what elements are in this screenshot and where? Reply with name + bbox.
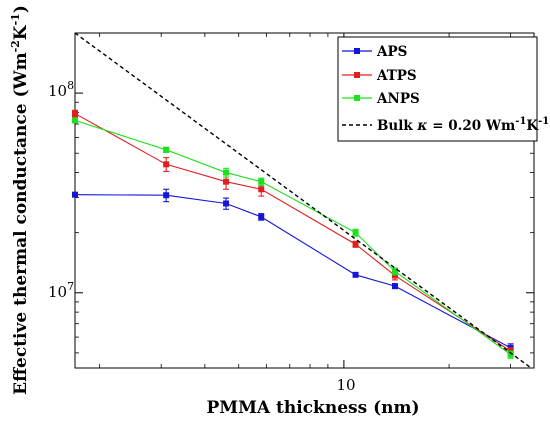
point-anps-3 bbox=[258, 178, 265, 185]
legend-label-atps: ATPS bbox=[376, 68, 417, 84]
legend-entry-bulk: Bulk κ = 0.20 Wm-1K-1 bbox=[342, 116, 549, 134]
point-anps-4 bbox=[352, 229, 359, 236]
legend-marker-atps bbox=[354, 72, 360, 78]
legend-label-bulk: Bulk κ = 0.20 Wm-1K-1 bbox=[377, 116, 549, 134]
point-atps-5 bbox=[391, 272, 398, 279]
legend-entry-anps: ANPS bbox=[342, 91, 420, 107]
legend-label-aps: APS bbox=[376, 44, 407, 60]
point-atps-3 bbox=[258, 186, 265, 193]
point-anps-5 bbox=[391, 268, 398, 275]
series-line-anps bbox=[75, 119, 511, 356]
series-line-bulk bbox=[75, 33, 533, 368]
legend: APS ATPS ANPS Bulk κ = 0.20 Wm-1K-1 bbox=[337, 36, 549, 142]
y-tick-label-1e8: 108 bbox=[48, 79, 74, 100]
legend-box bbox=[337, 36, 538, 142]
legend-marker-anps bbox=[354, 95, 360, 101]
point-atps-4 bbox=[352, 241, 359, 248]
series-line-aps bbox=[75, 194, 511, 349]
point-anps-2 bbox=[223, 169, 230, 176]
point-aps-1 bbox=[163, 192, 170, 199]
point-aps-2 bbox=[223, 200, 230, 207]
point-aps-0 bbox=[72, 191, 78, 198]
point-atps-1 bbox=[163, 161, 170, 168]
legend-entry-aps: APS bbox=[342, 44, 407, 60]
legend-label-anps: ANPS bbox=[376, 91, 420, 107]
y-tick-label-1e7: 107 bbox=[48, 280, 74, 301]
point-atps-0 bbox=[72, 110, 78, 117]
legend-entry-atps: ATPS bbox=[342, 68, 417, 84]
plot-area bbox=[72, 32, 535, 369]
point-anps-1 bbox=[163, 146, 170, 153]
x-tick-label-10: 10 bbox=[336, 376, 355, 394]
series-line-atps bbox=[75, 113, 511, 352]
point-aps-4 bbox=[352, 271, 359, 278]
legend-marker-aps bbox=[354, 48, 360, 54]
point-anps-0 bbox=[72, 117, 78, 124]
point-anps-6 bbox=[507, 351, 514, 358]
x-axis-label: PMMA thickness (nm) bbox=[207, 398, 420, 418]
axes-frame bbox=[74, 32, 535, 369]
point-atps-2 bbox=[223, 178, 230, 185]
point-aps-5 bbox=[391, 283, 398, 290]
y-axis-label: Effective thermal conductance (Wm-2K-1) bbox=[9, 5, 31, 395]
point-aps-3 bbox=[258, 213, 265, 220]
